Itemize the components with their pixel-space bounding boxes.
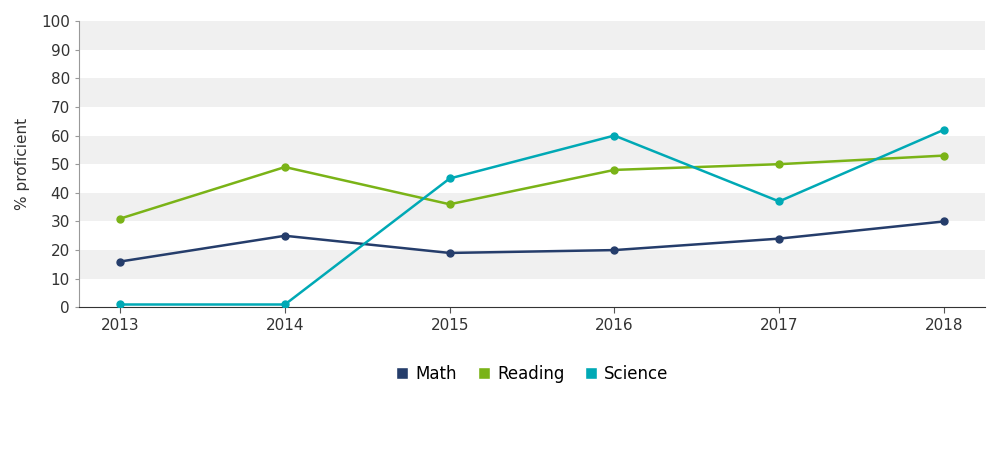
Reading (444, 202, 456, 207)
Y-axis label: % proficient: % proficient (15, 118, 30, 210)
Line: Reading: Reading (117, 152, 947, 222)
Math (444, 250, 456, 256)
Science (773, 199, 785, 204)
Reading (938, 153, 950, 158)
Bar (79, 250, 985, 279)
Math (608, 248, 620, 253)
Bar (79, 135, 985, 164)
Math (938, 219, 950, 224)
Math (279, 233, 291, 238)
Reading (279, 164, 291, 170)
Line: Science: Science (117, 126, 947, 308)
Math (773, 236, 785, 241)
Science (279, 302, 291, 307)
Math (114, 259, 126, 264)
Bar (79, 193, 985, 221)
Science (938, 127, 950, 132)
Bar (79, 78, 985, 107)
Reading (608, 167, 620, 173)
Reading (114, 216, 126, 221)
Legend: Math, Reading, Science: Math, Reading, Science (389, 359, 675, 390)
Science (114, 302, 126, 307)
Line: Math: Math (117, 218, 947, 265)
Science (444, 176, 456, 181)
Reading (773, 162, 785, 167)
Science (608, 133, 620, 138)
Bar (79, 21, 985, 50)
